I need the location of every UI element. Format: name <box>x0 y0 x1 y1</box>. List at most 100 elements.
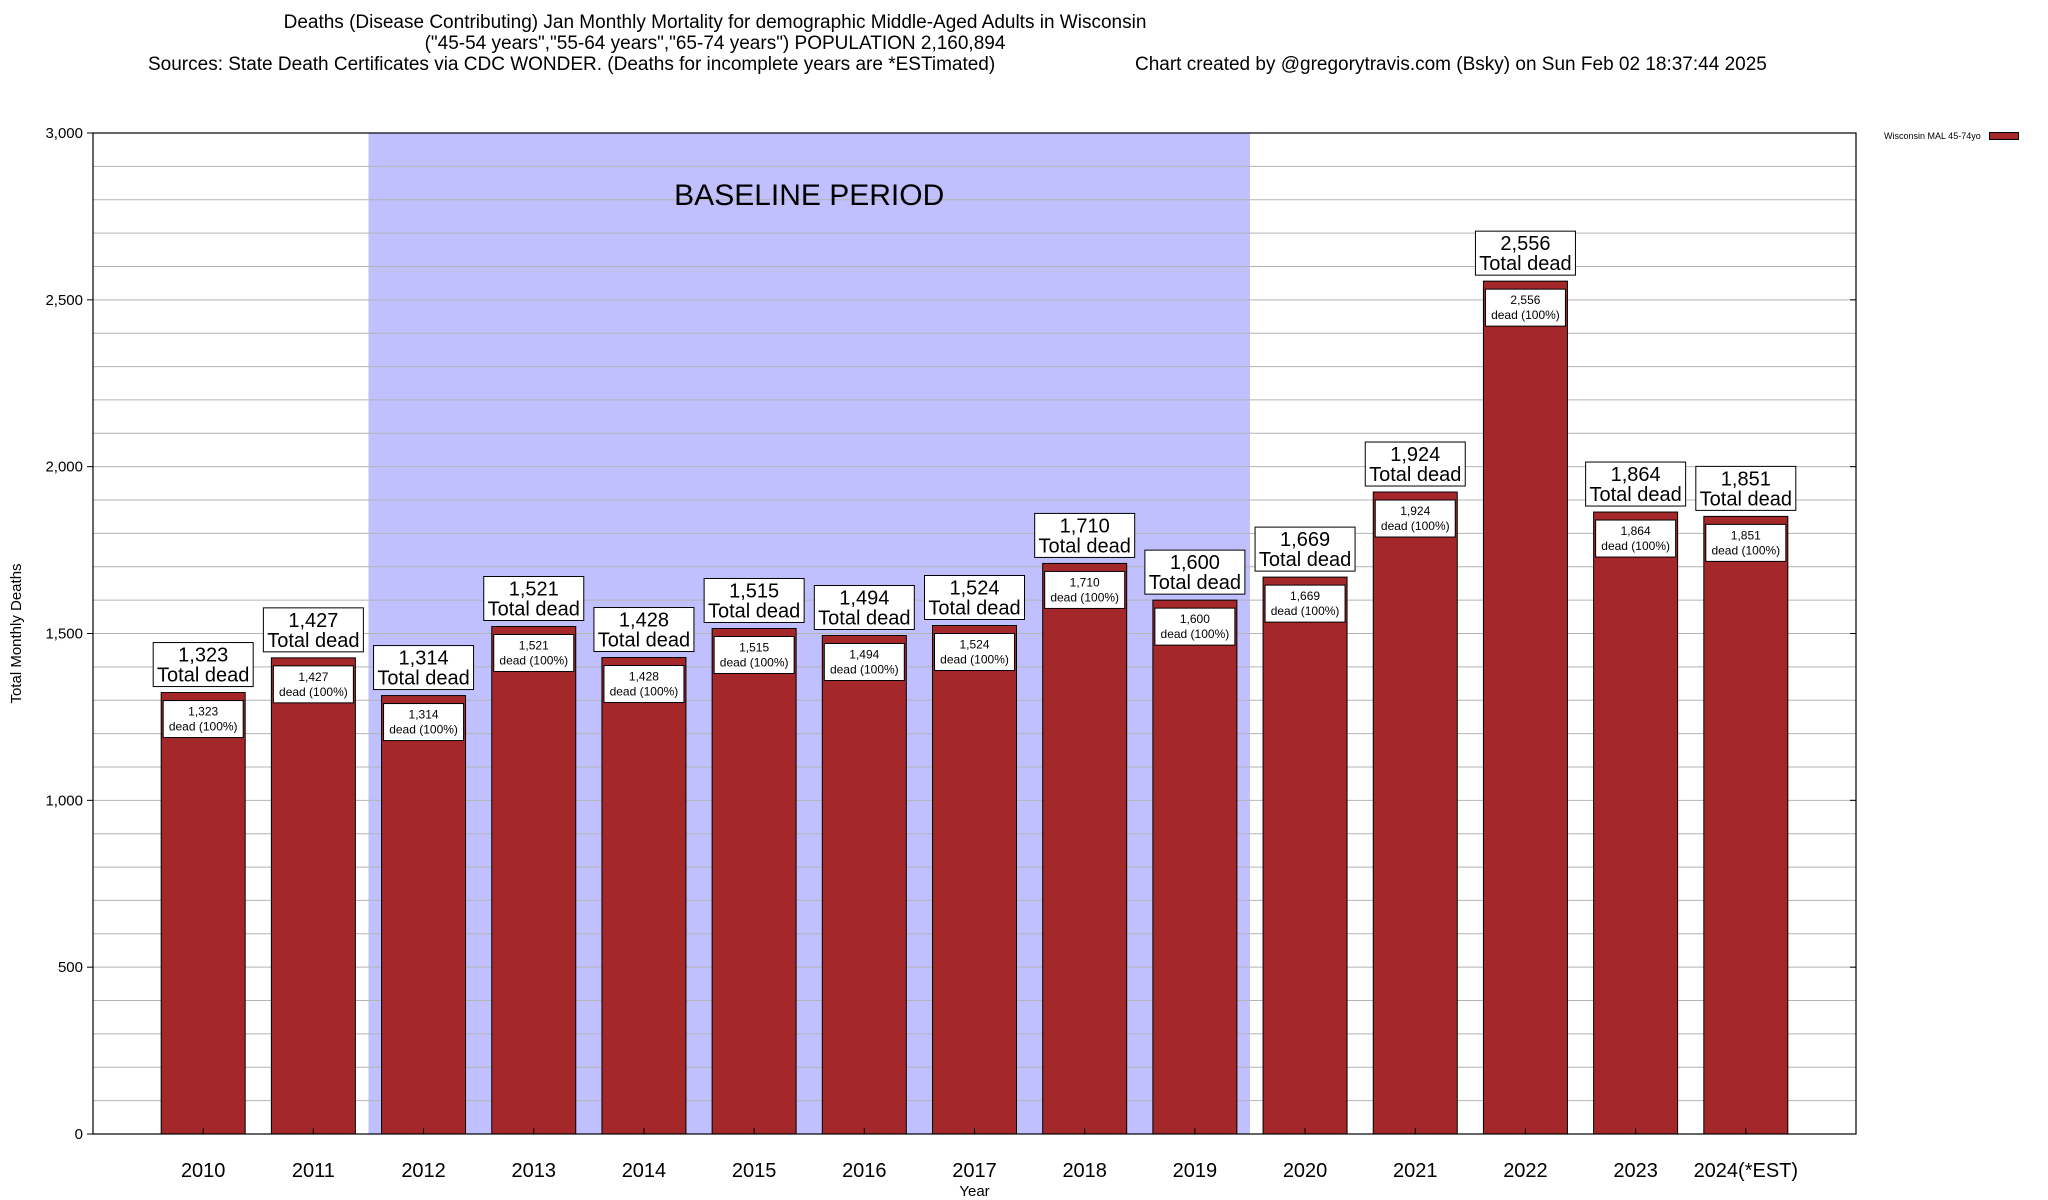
bar-inner-label-box <box>493 633 575 672</box>
bar-top-label-box <box>483 575 585 621</box>
bar-inner-suffix: dead (100%) <box>1271 604 1340 618</box>
bar <box>381 695 467 1135</box>
bar-top-suffix: Total dead <box>1259 549 1351 571</box>
bar-top-suffix: Total dead <box>1700 488 1792 510</box>
bar-top-label-box <box>1254 526 1356 572</box>
bar-top-label-box <box>1585 461 1687 507</box>
bar-top-suffix: Total dead <box>598 630 690 652</box>
bar-inner-value: 1,323 <box>188 705 218 719</box>
y-tick-label: 2,500 <box>45 292 83 309</box>
bar-inner-value: 1,428 <box>629 670 659 684</box>
bar-top-value: 1,323 <box>178 645 228 667</box>
bar-inner-suffix: dead (100%) <box>1711 543 1780 557</box>
bar-inner-value: 1,524 <box>959 637 989 651</box>
bar-top-value: 1,314 <box>399 648 449 670</box>
bar-inner-suffix: dead (100%) <box>389 723 458 737</box>
bar-inner-suffix: dead (100%) <box>169 720 238 734</box>
bar-inner-suffix: dead (100%) <box>1161 627 1230 641</box>
bar-top-suffix: Total dead <box>708 600 800 622</box>
bar-inner-value: 1,427 <box>298 670 328 684</box>
bar-top-label-box <box>262 607 364 653</box>
bar-inner-value: 1,710 <box>1070 575 1100 589</box>
x-tick-label: 2011 <box>292 1160 335 1182</box>
bar-inner-suffix: dead (100%) <box>830 663 899 677</box>
bar-inner-suffix: dead (100%) <box>1050 590 1119 604</box>
bar-top-suffix: Total dead <box>928 597 1020 619</box>
bar-inner-suffix: dead (100%) <box>940 652 1009 666</box>
legend-series-label: Wisconsin MAL 45-74yo <box>1884 131 1981 141</box>
bar-inner-value: 1,314 <box>409 708 439 722</box>
y-tick-label: 0 <box>75 1126 83 1143</box>
bar-top-suffix: Total dead <box>818 608 910 630</box>
bar <box>601 657 687 1135</box>
bar-top-label-box <box>152 642 254 688</box>
bar <box>270 657 356 1135</box>
bar-top-value: 1,924 <box>1390 444 1440 466</box>
bar-top-label-box <box>1474 230 1576 276</box>
bar-inner-suffix: dead (100%) <box>1491 308 1560 322</box>
bar-top-label-box <box>1144 549 1246 595</box>
x-tick-label: 2017 <box>952 1160 997 1182</box>
bar <box>932 624 1017 1135</box>
x-tick-label: 2016 <box>842 1160 887 1182</box>
bar-top-label-box <box>703 577 805 623</box>
chart-credit: Chart created by @gregorytravis.com (Bsk… <box>1135 54 1767 75</box>
bar-top-suffix: Total dead <box>1149 572 1241 594</box>
bar-top-value: 2,556 <box>1500 233 1550 255</box>
bar-top-label-box <box>813 585 915 631</box>
bar <box>1152 599 1238 1135</box>
chart-title: Deaths (Disease Contributing) Jan Monthl… <box>283 12 1147 33</box>
bar <box>821 635 907 1135</box>
bar <box>160 692 246 1135</box>
bar-inner-label-box <box>1374 499 1456 538</box>
bar-inner-label-box <box>162 700 244 739</box>
bar-top-value: 1,515 <box>729 580 779 602</box>
bar-top-label-box <box>1034 512 1136 558</box>
y-tick-label: 500 <box>58 959 83 976</box>
bar-top-label-box <box>373 645 475 691</box>
bar-top-value: 1,428 <box>619 610 669 632</box>
bar-top-value: 1,851 <box>1721 468 1771 490</box>
x-tick-label: 2023 <box>1613 1160 1658 1182</box>
bar-inner-value: 1,864 <box>1621 524 1651 538</box>
bar-top-value: 1,864 <box>1611 464 1661 486</box>
bar-inner-value: 1,851 <box>1731 528 1761 542</box>
bar-inner-label-box <box>713 635 795 674</box>
bar-top-suffix: Total dead <box>1369 464 1461 486</box>
bar-top-suffix: Total dead <box>377 668 469 690</box>
x-tick-label: 2012 <box>401 1160 446 1182</box>
x-tick-label: 2019 <box>1173 1160 1218 1182</box>
x-tick-label: 2015 <box>732 1160 777 1182</box>
bar-top-label-box <box>593 607 695 653</box>
x-tick-label: 2010 <box>181 1160 226 1182</box>
bar-inner-label-box <box>1484 288 1566 327</box>
bar-inner-label-box <box>1264 584 1346 623</box>
bar-top-label-box <box>1695 465 1797 511</box>
bar-top-label-box <box>924 574 1025 620</box>
bar <box>1372 491 1458 1135</box>
x-tick-label: 2021 <box>1393 1160 1438 1182</box>
bar-inner-label-box <box>603 665 685 704</box>
bar-inner-suffix: dead (100%) <box>1601 539 1670 553</box>
bar <box>1262 576 1348 1135</box>
x-tick-label: 2013 <box>512 1160 557 1182</box>
chart-sources: Sources: State Death Certificates via CD… <box>148 54 996 75</box>
bar-top-suffix: Total dead <box>488 598 580 620</box>
bar-inner-value: 1,924 <box>1400 504 1430 518</box>
y-tick-label: 2,000 <box>45 459 83 476</box>
bar-inner-suffix: dead (100%) <box>279 685 348 699</box>
bar-top-value: 1,669 <box>1280 529 1330 551</box>
bar-top-value: 1,710 <box>1060 515 1110 537</box>
y-tick-label: 1,500 <box>45 626 83 643</box>
bar <box>1482 280 1568 1135</box>
bar-top-value: 1,427 <box>288 610 338 632</box>
y-tick-label: 1,000 <box>45 792 83 809</box>
bar-inner-label-box <box>823 643 905 682</box>
bar-inner-value: 1,515 <box>739 640 769 654</box>
chart-legend: Wisconsin MAL 45-74yo <box>1884 131 2019 141</box>
bar-inner-value: 1,669 <box>1290 589 1320 603</box>
bar-inner-value: 1,521 <box>519 638 549 652</box>
legend-swatch <box>1988 132 2019 140</box>
x-tick-label: 2020 <box>1283 1160 1328 1182</box>
bar-top-value: 1,524 <box>949 577 999 599</box>
